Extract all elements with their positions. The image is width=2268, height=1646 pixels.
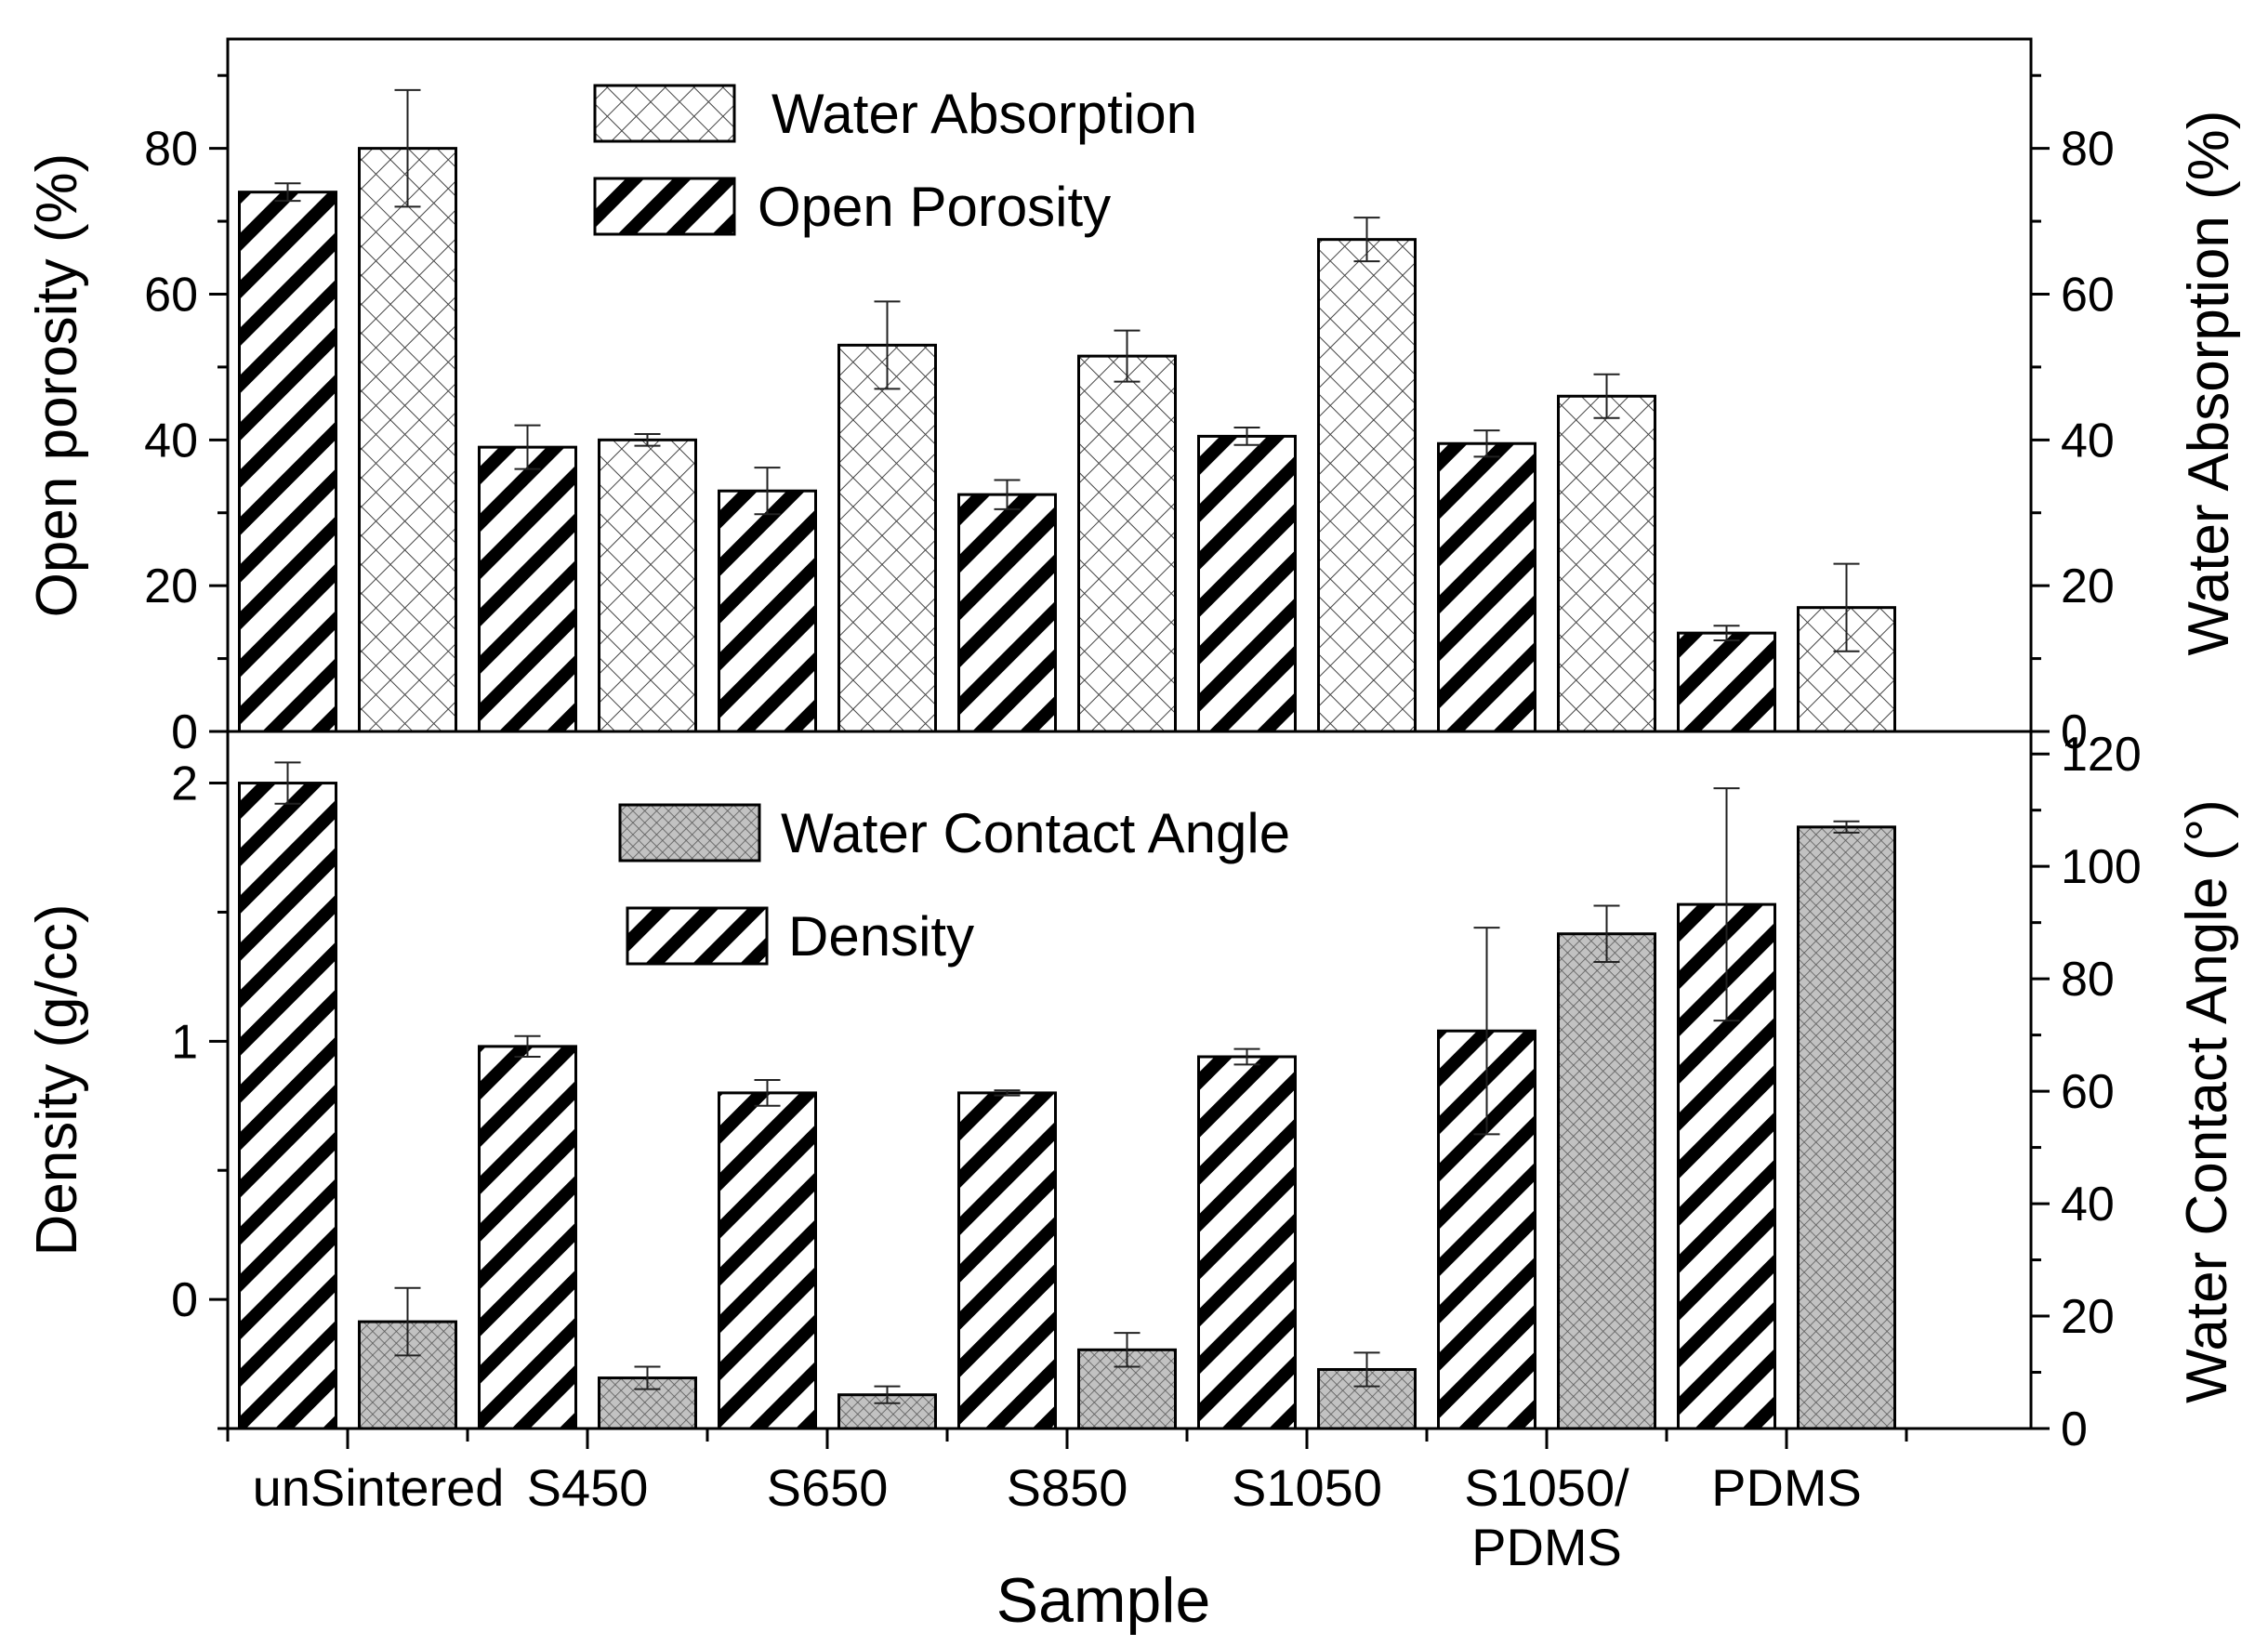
top-right-tick-label: 80 xyxy=(2061,123,2115,177)
top-bar-open-porosity xyxy=(1437,441,1536,733)
bottom-bar-water-contact-angle xyxy=(1797,825,1896,1430)
top-bar-open-porosity xyxy=(718,489,817,733)
bottom-legend-swatch xyxy=(626,906,769,966)
bottom-left-axis-title: Density (g/cc) xyxy=(25,904,89,1257)
bottom-right-axis-title: Water Contact Angle (°) xyxy=(2175,799,2239,1403)
top-right-tick-label: 20 xyxy=(2061,560,2115,613)
bottom-bar-density xyxy=(1197,1055,1297,1430)
bottom-legend-swatch xyxy=(618,803,761,863)
top-left-axis-title: Open porosity (%) xyxy=(25,153,89,618)
x-tick-label-line: PDMS xyxy=(1471,1518,1622,1576)
x-tick-label-line: S1050/ xyxy=(1464,1458,1629,1517)
top-bar-open-porosity xyxy=(238,191,337,733)
top-left-tick-label: 80 xyxy=(144,123,198,177)
top-legend-swatch xyxy=(593,84,736,143)
top-right-tick-label: 60 xyxy=(2061,268,2115,322)
x-tick-label: S1050/PDMS xyxy=(1464,1458,1629,1576)
top-right-tick-label: 40 xyxy=(2061,414,2115,467)
x-tick-label-line: S850 xyxy=(1007,1458,1128,1517)
top-left-tick-label: 60 xyxy=(144,268,198,322)
bottom-bar-density xyxy=(238,782,337,1430)
x-tick-label: S650 xyxy=(767,1458,889,1517)
bottom-left-tick-label: 2 xyxy=(171,757,198,811)
top-bar-water-absorption xyxy=(837,343,937,733)
bottom-right-tick-label: 40 xyxy=(2061,1178,2115,1231)
x-tick-label: unSintered xyxy=(253,1458,505,1517)
bottom-right-tick-label: 60 xyxy=(2061,1065,2115,1119)
top-bar-water-absorption xyxy=(1317,238,1417,733)
x-tick-label: S450 xyxy=(527,1458,649,1517)
bottom-right-tick-label: 100 xyxy=(2061,840,2142,894)
x-tick-label: PDMS xyxy=(1711,1458,1862,1517)
x-tick-label-line: PDMS xyxy=(1711,1458,1862,1517)
top-bar-open-porosity xyxy=(478,445,577,733)
bottom-right-tick-label: 0 xyxy=(2061,1402,2088,1456)
bottom-bar-density xyxy=(957,1091,1057,1430)
top-panel: 0 20 40 60 80 0 20 40 60 80 Open porosity (%) Water… xyxy=(25,73,2241,759)
top-bar-water-absorption xyxy=(598,438,697,733)
x-axis: unSintered S450 S650 S850 S1050 S1050/PDMSPDM… xyxy=(226,1429,1908,1576)
x-tick-label-line: unSintered xyxy=(253,1458,505,1517)
top-legend-label: Water Absorption xyxy=(771,83,1197,145)
bottom-legend-label: Density xyxy=(788,905,974,968)
top-left-tick-label: 40 xyxy=(144,414,198,467)
top-bar-open-porosity xyxy=(1677,631,1776,733)
bottom-legend-label: Water Contact Angle xyxy=(781,802,1290,864)
x-tick-label: S1050 xyxy=(1232,1458,1382,1517)
x-tick-label-line: S1050 xyxy=(1232,1458,1382,1517)
top-legend-label: Open Porosity xyxy=(758,176,1111,238)
x-tick-label: S850 xyxy=(1007,1458,1128,1517)
top-left-tick-label: 0 xyxy=(171,705,198,759)
bottom-left-tick-label: 1 xyxy=(171,1015,198,1069)
bottom-right-tick-label: 80 xyxy=(2061,953,2115,1007)
bottom-right-tick-label: 20 xyxy=(2061,1290,2115,1344)
x-axis-title: Sample xyxy=(996,1565,1211,1636)
top-bar-open-porosity xyxy=(1197,434,1297,733)
top-bar-water-absorption xyxy=(1557,394,1656,733)
top-bar-open-porosity xyxy=(957,493,1057,733)
x-tick-label-line: S450 xyxy=(527,1458,649,1517)
bottom-bar-water-contact-angle xyxy=(1557,932,1656,1430)
bottom-left-tick-label: 0 xyxy=(171,1273,198,1327)
x-tick-label-line: S650 xyxy=(767,1458,889,1517)
top-bar-water-absorption xyxy=(1077,354,1177,733)
bottom-bar-density xyxy=(478,1045,577,1430)
top-left-tick-label: 20 xyxy=(144,560,198,613)
top-right-tick-label: 0 xyxy=(2061,705,2088,759)
top-right-axis-title: Water Absorption (%) xyxy=(2177,111,2241,656)
bottom-right-tick-label: 120 xyxy=(2061,728,2142,782)
top-bar-water-absorption xyxy=(358,147,457,733)
top-legend-swatch xyxy=(593,177,736,236)
bottom-bar-density xyxy=(718,1091,817,1430)
